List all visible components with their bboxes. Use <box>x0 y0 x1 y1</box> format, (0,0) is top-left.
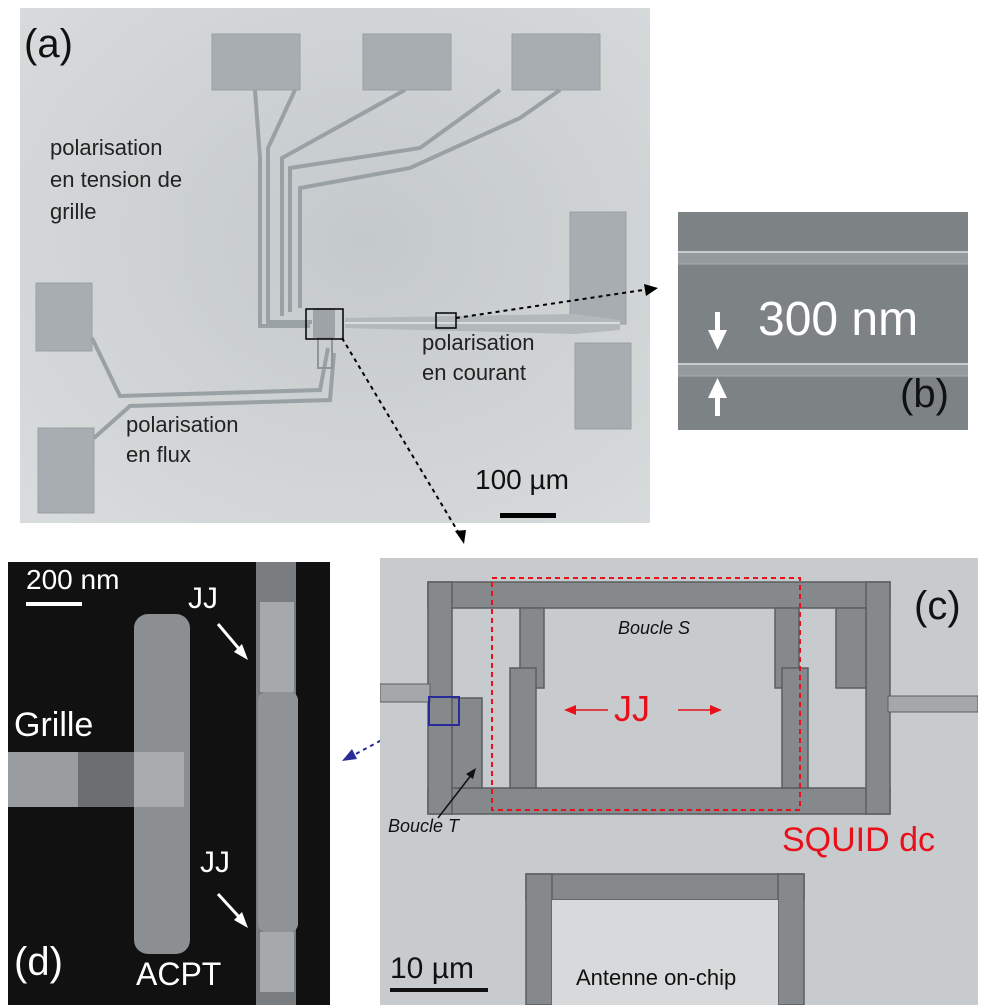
panel-a-chip-overview: (a) polarisation en tension de grille po… <box>20 8 650 523</box>
panel-b-line-width: 300 nm (b) <box>678 212 968 430</box>
panel-label-b: (b) <box>900 372 949 416</box>
chip-micrograph <box>20 8 650 523</box>
jj-arrows <box>564 705 722 715</box>
width-arrows <box>708 312 727 416</box>
current-bias-label: polarisation en courant <box>422 330 535 385</box>
scale-bar-line-d <box>26 602 82 606</box>
line-width-sem <box>678 212 968 430</box>
line-width-label: 300 nm <box>758 293 919 346</box>
jj-label-d-top: JJ <box>188 582 218 615</box>
jj-label-c: JJ <box>614 688 650 729</box>
gate-electrode <box>8 752 78 807</box>
scale-bar-label-a: 100 µm <box>475 464 569 495</box>
flux-bias-label: polarisation en flux <box>126 412 239 467</box>
scale-bar-label-d: 200 nm <box>26 564 120 595</box>
gate-bias-label: polarisation en tension de grille <box>50 135 183 224</box>
pad-top-1 <box>211 33 301 91</box>
panel-label-c: (c) <box>914 584 961 628</box>
squid-outline <box>491 577 801 811</box>
squid-sem <box>380 558 978 1005</box>
scale-bar-line-a <box>500 513 556 518</box>
zoom-box-c <box>305 308 344 340</box>
acpt-sem <box>8 562 330 1005</box>
panel-d-acpt: 200 nm JJ Grille JJ (d) ACPT <box>8 562 330 1005</box>
scale-bar-line-c <box>390 988 488 992</box>
acpt-label: ACPT <box>136 956 222 992</box>
zoom-box-b <box>435 312 457 329</box>
squid-dc-label: SQUID dc <box>782 821 936 859</box>
loop-s-label: Boucle S <box>618 618 691 638</box>
antenna-label: Antenne on-chip <box>576 965 737 990</box>
panel-c-squid: (c) Boucle S JJ Boucle T SQUID dc 10 µm … <box>380 558 978 1005</box>
loop-t-label: Boucle T <box>388 816 460 836</box>
gate-label: Grille <box>14 706 94 744</box>
antenna <box>525 873 805 1005</box>
panel-label-a: (a) <box>24 22 73 66</box>
jj-arrows-d <box>216 623 248 928</box>
squid-loops <box>427 581 891 815</box>
pad-left-2 <box>37 427 95 514</box>
pad-top-3 <box>511 33 601 91</box>
pad-right-2 <box>574 342 632 430</box>
jj-label-d-bottom: JJ <box>200 846 230 879</box>
scale-bar-label-c: 10 µm <box>390 952 474 985</box>
pad-left-1 <box>35 282 93 352</box>
zoom-box-d <box>428 696 460 726</box>
bonding-pads <box>35 33 632 514</box>
pad-top-2 <box>362 33 452 91</box>
panel-label-d: (d) <box>14 940 63 984</box>
